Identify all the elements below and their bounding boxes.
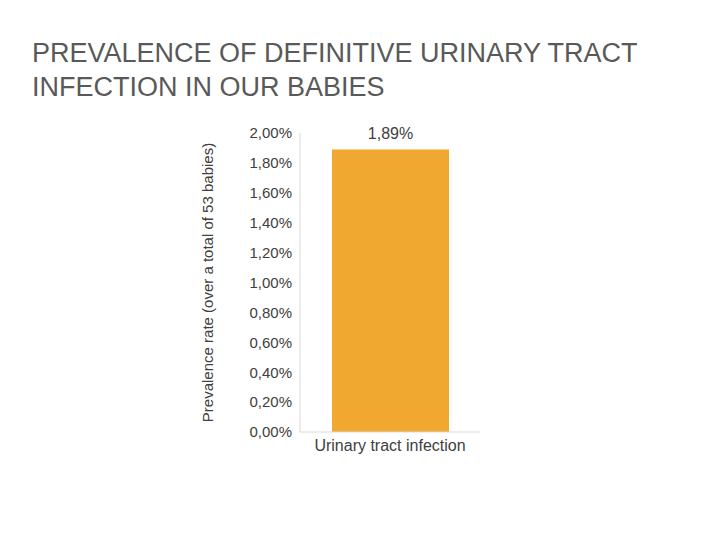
svg-text:1,60%: 1,60% [249,184,292,201]
html-text:PREVALENCE OF DEFINITIVE URINA: PREVALENCE OF DEFINITIVE URINARY TRACT I… [32,38,638,102]
svg-text:0,20%: 0,20% [249,393,292,410]
svg-text:1,89%: 1,89% [368,125,413,142]
svg-text:1,40%: 1,40% [249,214,292,231]
svg-text:0,00%: 0,00% [249,423,292,440]
svg-text:Urinary tract infection: Urinary tract infection [314,437,465,454]
svg-text:Prevalence rate (over a total: Prevalence rate (over a total of 53 babi… [199,143,216,422]
svg-text:1,00%: 1,00% [249,274,292,291]
svg-text:1,80%: 1,80% [249,154,292,171]
svg-text:2,00%: 2,00% [249,124,292,141]
svg-text:0,60%: 0,60% [249,334,292,351]
svg-text:0,80%: 0,80% [249,304,292,321]
svg-text:0,40%: 0,40% [249,364,292,381]
svg-text:1,20%: 1,20% [249,244,292,261]
